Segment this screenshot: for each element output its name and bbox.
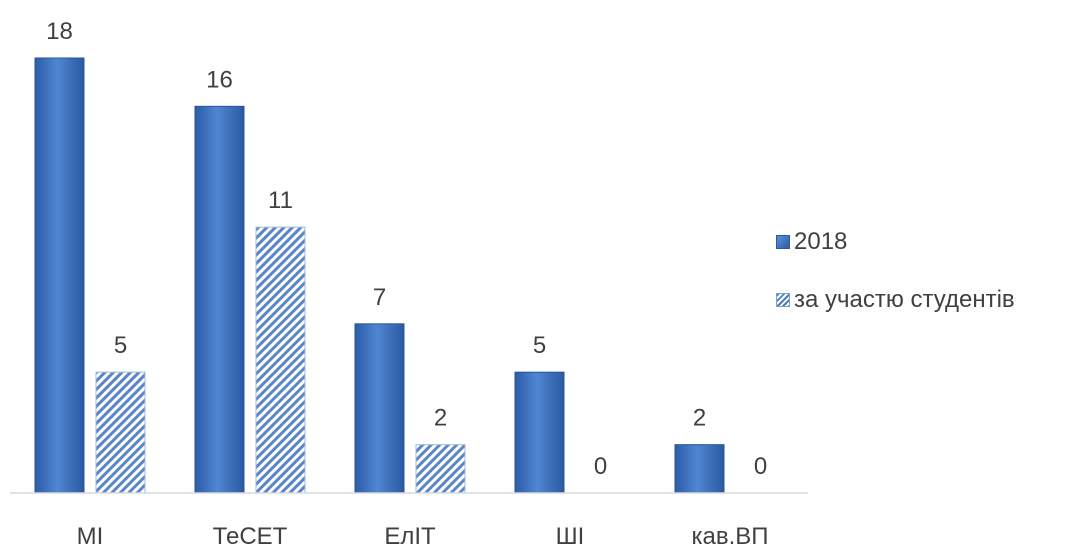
value-label-series1-4: 2 (693, 405, 706, 432)
legend-swatch-solid (776, 235, 790, 249)
bar-series2-2 (415, 444, 466, 494)
value-label-series2-3: 0 (594, 453, 607, 480)
category-labels-group: МІ ТеСЕТ ЕлІТ ШІ кав.ВП (77, 523, 769, 547)
bar-series2-0 (95, 371, 146, 494)
value-label-series1-0: 18 (46, 18, 73, 45)
bar-series1-0 (34, 57, 85, 494)
legend-label-students: за участю студентів (794, 286, 1015, 313)
category-label-0: МІ (77, 523, 104, 547)
value-labels-group: 18 5 16 11 7 2 5 0 2 0 (46, 18, 767, 480)
bar-series1-3 (514, 371, 565, 494)
category-label-3: ШІ (556, 523, 585, 547)
value-label-series1-1: 16 (206, 66, 233, 93)
bar-series2-1 (255, 226, 306, 494)
legend-item-2018: 2018 (776, 222, 1015, 262)
value-label-series2-0: 5 (114, 332, 127, 359)
value-label-series1-3: 5 (533, 332, 546, 359)
legend-label-2018: 2018 (794, 228, 848, 255)
legend: 2018 за участю студентів (776, 222, 1015, 338)
legend-swatch-hatched (776, 293, 790, 307)
bar-series1-4 (674, 444, 725, 494)
bar-series1-1 (194, 105, 245, 494)
category-label-4: кав.ВП (691, 523, 768, 547)
bars-group (34, 57, 725, 494)
value-label-series2-4: 0 (754, 453, 767, 480)
category-label-2: ЕлІТ (384, 523, 436, 547)
bar-series1-2 (354, 323, 405, 494)
value-label-series2-1: 11 (268, 187, 293, 214)
value-label-series2-2: 2 (434, 405, 447, 432)
category-label-1: ТеСЕТ (213, 523, 288, 547)
legend-item-students: за участю студентів (776, 280, 1015, 320)
value-label-series1-2: 7 (373, 284, 386, 311)
